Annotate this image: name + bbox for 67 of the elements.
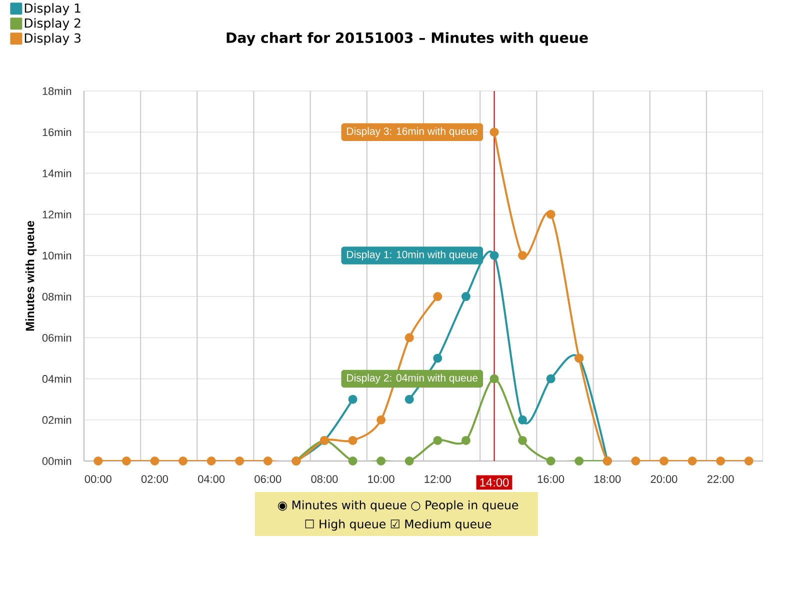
point bbox=[490, 250, 499, 260]
point bbox=[376, 415, 386, 424]
point bbox=[376, 456, 386, 466]
chart-title: Day chart for 20151003 – Minutes with queue bbox=[226, 32, 588, 46]
y-tick-label: 00min bbox=[42, 456, 72, 466]
point bbox=[518, 250, 528, 260]
point bbox=[574, 456, 584, 466]
x-tick-label: 16:00 bbox=[538, 475, 564, 483]
point bbox=[150, 456, 160, 466]
x-tick-label: 12:00 bbox=[424, 475, 451, 483]
point bbox=[490, 374, 499, 384]
point bbox=[631, 456, 640, 466]
point bbox=[546, 210, 556, 219]
point bbox=[235, 456, 244, 466]
annotation: Display 1: 10min with queue bbox=[347, 250, 478, 260]
y-tick-label: 04min bbox=[42, 374, 72, 383]
legend-label: Display 3 bbox=[24, 33, 80, 46]
point bbox=[688, 456, 697, 466]
point bbox=[546, 374, 556, 384]
point bbox=[659, 456, 668, 466]
x-tick-label: 14:00 bbox=[480, 478, 509, 487]
y-tick-label: 10min bbox=[42, 251, 72, 260]
point bbox=[546, 456, 556, 466]
x-tick-label: 04:00 bbox=[198, 475, 225, 483]
point bbox=[433, 292, 442, 302]
legend-label: Display 1 bbox=[24, 3, 80, 16]
point bbox=[178, 456, 188, 466]
x-tick-label: 20:00 bbox=[650, 475, 678, 483]
text: ◉ Minutes with queue ○ People in queue bbox=[278, 500, 518, 512]
x-tick-label: 18:00 bbox=[594, 475, 621, 483]
annotation: Display 2: 04min with queue bbox=[347, 374, 478, 384]
point bbox=[206, 456, 216, 466]
annotation: Display 3: 16min with queue bbox=[347, 127, 478, 137]
point bbox=[433, 354, 442, 363]
x-tick-label: 02:00 bbox=[141, 475, 168, 483]
point bbox=[348, 394, 358, 404]
x-tick-label: 06:00 bbox=[254, 475, 282, 483]
point bbox=[490, 128, 499, 137]
legend-label: Display 2 bbox=[24, 18, 80, 30]
point bbox=[263, 456, 272, 466]
y-tick-label: 02min bbox=[42, 416, 72, 424]
point bbox=[348, 436, 358, 445]
text: ☐ High queue ☑ Medium queue bbox=[305, 519, 492, 531]
point bbox=[461, 292, 470, 302]
point bbox=[404, 394, 414, 404]
point bbox=[404, 456, 414, 466]
point bbox=[518, 415, 528, 424]
x-tick-label: 10:00 bbox=[368, 475, 394, 483]
y-tick-label: 06min bbox=[42, 334, 72, 342]
point bbox=[744, 456, 754, 466]
x-tick-label: 22:00 bbox=[707, 475, 734, 483]
y-tick-label: 12min bbox=[42, 210, 72, 218]
y-axis-title: Minutes with queue bbox=[25, 220, 37, 331]
y-tick-label: 14min bbox=[42, 169, 72, 178]
point bbox=[433, 436, 442, 445]
point bbox=[716, 456, 726, 466]
y-tick-label: 08min bbox=[42, 292, 72, 301]
x-tick-label: 00:00 bbox=[84, 475, 112, 483]
point bbox=[122, 456, 131, 466]
y-tick-label: 18min bbox=[42, 86, 72, 96]
x-tick-label: 08:00 bbox=[311, 475, 338, 483]
point bbox=[404, 333, 414, 342]
point bbox=[461, 436, 470, 445]
point bbox=[348, 456, 358, 466]
y-tick-label: 16min bbox=[42, 128, 72, 136]
point bbox=[94, 456, 103, 466]
point bbox=[518, 436, 528, 445]
